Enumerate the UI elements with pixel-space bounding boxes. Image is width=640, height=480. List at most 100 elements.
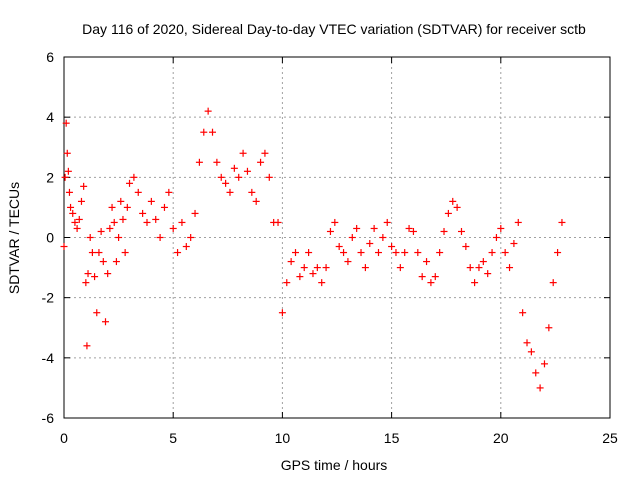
data-point [309, 270, 317, 278]
data-point [257, 158, 265, 166]
data-point [209, 128, 217, 136]
x-tick-label: 10 [275, 430, 291, 446]
data-point [243, 167, 251, 175]
data-point [226, 188, 234, 196]
data-point [117, 197, 125, 205]
x-tick-label: 25 [602, 430, 618, 446]
y-tick-label: -4 [42, 350, 55, 366]
y-tick-label: -6 [42, 410, 55, 426]
data-point [340, 249, 348, 257]
data-point [230, 164, 238, 172]
data-point [431, 273, 439, 281]
data-point [200, 128, 208, 136]
data-point [523, 339, 531, 347]
data-point [292, 249, 300, 257]
y-tick-label: 0 [46, 230, 54, 246]
data-point [506, 264, 514, 272]
data-point [60, 243, 68, 251]
data-point [348, 234, 356, 241]
data-point [549, 279, 557, 287]
data-point [274, 218, 282, 226]
data-point [313, 264, 321, 272]
x-tick-label: 0 [60, 430, 68, 446]
data-point [82, 279, 90, 287]
x-tick-label: 20 [493, 430, 509, 446]
data-point [73, 224, 81, 232]
data-point [462, 243, 470, 251]
data-point [91, 273, 99, 281]
data-point [510, 240, 518, 248]
data-point [374, 249, 382, 257]
data-point [318, 279, 326, 287]
data-point [67, 203, 75, 211]
data-point [134, 188, 142, 196]
data-point [97, 227, 105, 235]
data-point [558, 218, 566, 226]
data-point [300, 264, 308, 272]
data-point [344, 258, 352, 266]
data-point [370, 224, 378, 232]
data-point [326, 227, 334, 235]
data-point [283, 279, 291, 287]
data-point [532, 369, 540, 377]
data-point [123, 203, 131, 211]
data-point [83, 342, 91, 350]
data-point [383, 218, 391, 226]
data-point [80, 182, 88, 190]
data-points [60, 107, 566, 392]
data-point [195, 158, 203, 166]
data-point [84, 270, 92, 278]
data-point [492, 234, 500, 241]
data-point [239, 149, 247, 157]
data-point [296, 273, 304, 281]
data-point [536, 384, 544, 392]
data-point [497, 224, 505, 232]
data-point [554, 249, 562, 257]
data-point [436, 249, 444, 257]
y-tick-label: 4 [46, 109, 54, 125]
data-point [222, 179, 230, 187]
data-point [71, 218, 79, 226]
data-point [357, 249, 365, 257]
data-point [169, 224, 177, 232]
data-point [165, 188, 173, 196]
data-point [187, 234, 195, 241]
data-point [112, 258, 120, 266]
data-point [147, 197, 155, 205]
data-point [361, 264, 369, 272]
data-point [77, 197, 85, 205]
data-point [305, 249, 313, 257]
data-point [379, 234, 387, 241]
data-point [174, 249, 182, 257]
y-tick-label: -2 [42, 290, 55, 306]
data-point [261, 149, 269, 157]
y-tick-label: 2 [46, 169, 54, 185]
data-point [108, 203, 116, 211]
data-point [471, 279, 479, 287]
data-point [63, 149, 71, 157]
data-point [110, 218, 118, 226]
data-point [392, 249, 400, 257]
data-point [106, 224, 114, 232]
data-point [449, 197, 457, 205]
data-point [121, 249, 129, 257]
data-point [130, 173, 138, 181]
x-axis-label: GPS time / hours [281, 457, 388, 473]
data-point [191, 209, 199, 217]
data-point [101, 318, 109, 326]
data-point [540, 360, 548, 368]
data-point [126, 179, 134, 187]
chart-title: Day 116 of 2020, Sidereal Day-to-day VTE… [82, 21, 586, 37]
data-point [366, 240, 374, 248]
data-point [204, 107, 212, 115]
data-point [396, 264, 404, 272]
data-point [423, 258, 431, 266]
data-point [61, 173, 69, 181]
data-point [488, 249, 496, 257]
data-point [95, 249, 103, 257]
data-point [444, 209, 452, 217]
data-point [213, 158, 221, 166]
data-point [99, 258, 107, 266]
data-point [401, 249, 409, 257]
